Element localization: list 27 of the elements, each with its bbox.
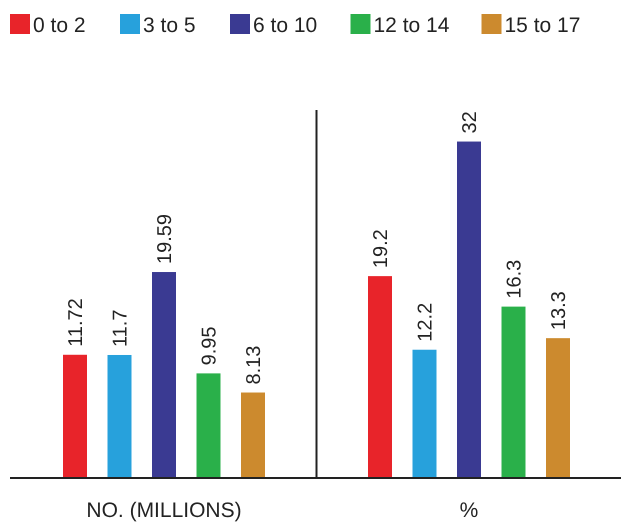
data-label: 13.3	[548, 291, 570, 330]
data-label: 16.3	[504, 260, 526, 299]
data-label: 11.7	[110, 310, 132, 347]
bar	[196, 373, 220, 478]
data-label: 19.59	[154, 214, 176, 264]
bar	[412, 350, 436, 478]
bar	[368, 276, 392, 478]
bar	[241, 392, 265, 478]
data-label: 8.13	[243, 346, 265, 385]
data-label: 12.2	[414, 302, 436, 342]
bar	[457, 142, 481, 478]
data-label: 32	[459, 111, 481, 134]
x-tick-label: NO. (MILLIONS)	[86, 499, 242, 522]
data-label: 11.72	[65, 298, 87, 347]
bar	[546, 338, 570, 478]
data-label: 19.2	[370, 229, 392, 268]
legend-label: 6 to 10	[253, 14, 318, 37]
x-tick-label: %	[460, 499, 478, 522]
legend-label: 12 to 14	[374, 14, 450, 37]
bar	[108, 354, 132, 478]
legend-label: 3 to 5	[143, 14, 196, 37]
data-label: 9.95	[198, 326, 220, 366]
bar	[152, 272, 176, 478]
legend-label: 15 to 17	[504, 14, 580, 37]
bar	[63, 354, 87, 478]
bar	[502, 306, 526, 478]
legend-label: 0 to 2	[33, 14, 86, 37]
